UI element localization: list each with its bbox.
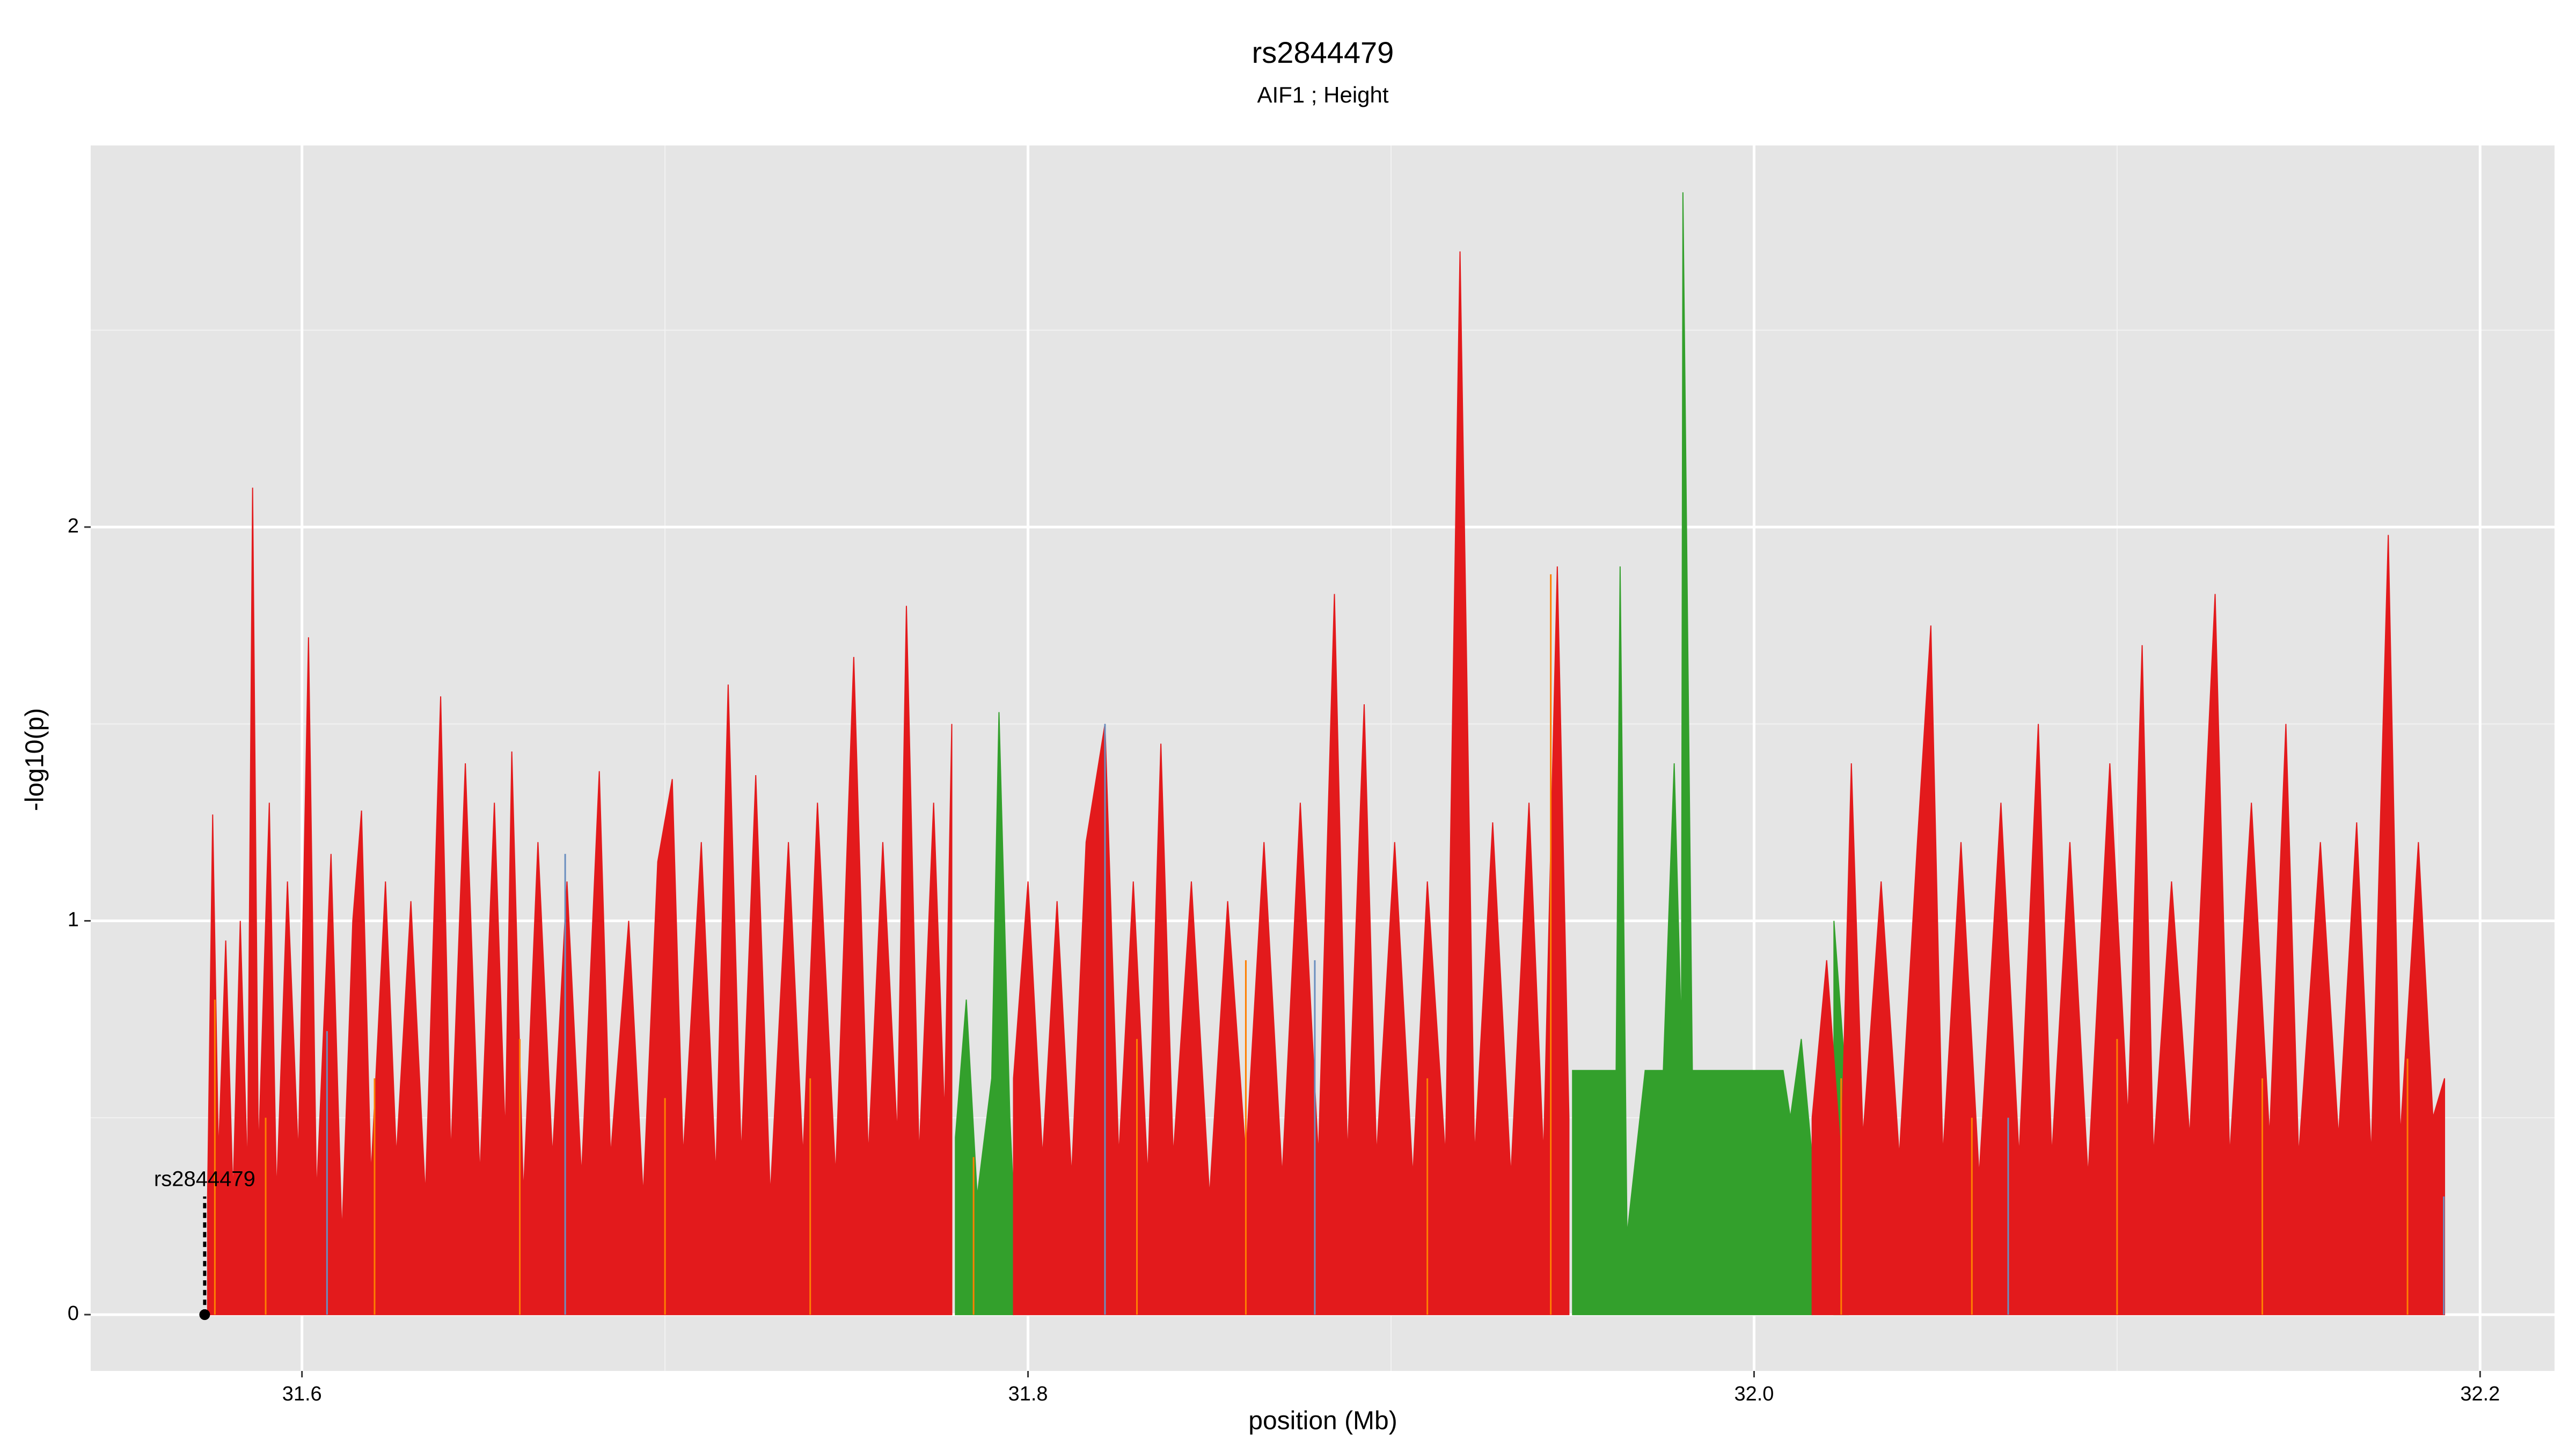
chart-title: rs2844479 bbox=[1252, 35, 1394, 69]
annotation-label: rs2844479 bbox=[154, 1168, 255, 1191]
y-tick-label: 1 bbox=[68, 909, 79, 931]
x-tick-label: 31.6 bbox=[282, 1383, 322, 1405]
x-tick-label: 31.8 bbox=[1008, 1383, 1048, 1405]
annotation-point bbox=[199, 1309, 210, 1320]
x-axis-title: position (Mb) bbox=[1248, 1407, 1397, 1435]
x-tick-label: 32.0 bbox=[1734, 1383, 1774, 1405]
y-tick-label: 2 bbox=[68, 515, 79, 537]
area-series bbox=[207, 251, 2446, 1316]
y-axis-title: -log10(p) bbox=[21, 708, 49, 811]
chart-subtitle: AIF1 ; Height bbox=[1257, 82, 1388, 107]
x-tick-label: 32.2 bbox=[2460, 1383, 2500, 1405]
y-tick-label: 0 bbox=[68, 1302, 79, 1325]
